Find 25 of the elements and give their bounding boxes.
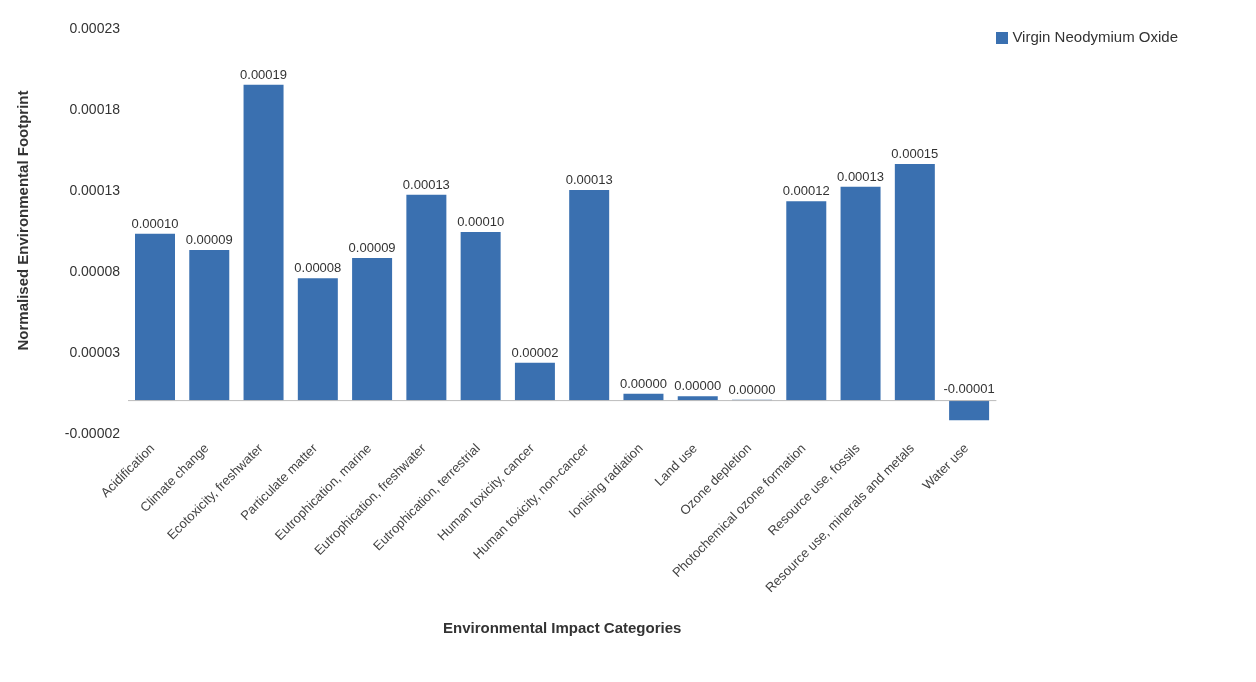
data-label: -0.00001 [943,380,995,396]
x-axis-title: Environmental Impact Categories [442,619,682,636]
data-label: 0.00009 [348,240,396,256]
legend-label: Virgin Neodymium Oxide [1012,28,1178,45]
data-label: 0.00010 [457,214,505,230]
y-tick-label: -0.00002 [64,424,121,441]
y-tick-label: 0.00018 [69,100,121,117]
data-label: 0.00002 [511,344,559,360]
data-label: 0.00013 [402,176,450,192]
y-tick-label: 0.00003 [69,343,121,360]
data-label: 0.00013 [565,172,613,187]
data-label: 0.00000 [674,378,722,394]
y-tick-label: 0.00023 [69,19,121,36]
data-label: 0.00008 [294,260,342,276]
data-label: 0.00013 [837,168,885,184]
y-tick-label: 0.00008 [69,262,121,279]
data-label: 0.00015 [891,146,939,162]
data-label: 0.00019 [240,66,288,82]
y-tick-label: 0.00013 [69,181,121,198]
data-label: 0.00000 [728,381,776,397]
y-axis-title: Normalised Environmental Footprint [14,90,32,351]
data-label: 0.00009 [185,231,233,247]
data-label: 0.00000 [619,375,667,391]
data-label: 0.00010 [131,215,179,231]
data-label: 0.00012 [782,183,830,199]
